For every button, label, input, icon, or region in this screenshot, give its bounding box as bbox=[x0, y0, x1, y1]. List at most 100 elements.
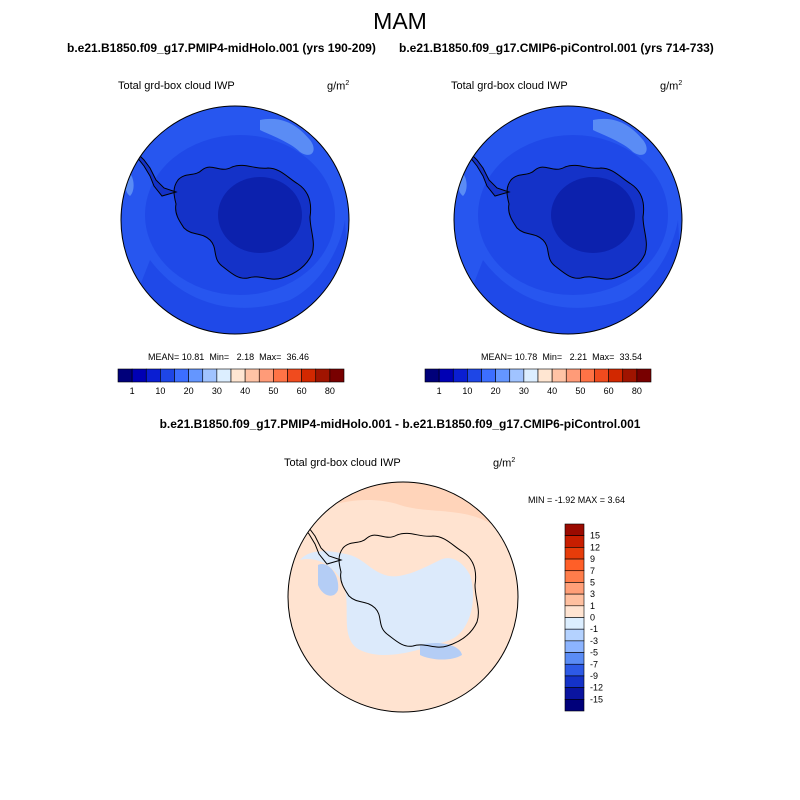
colorbar-label: -9 bbox=[590, 671, 598, 681]
colorbar-box bbox=[564, 640, 585, 653]
colorbar-box bbox=[174, 368, 189, 383]
left-map-light-patch bbox=[260, 118, 314, 155]
colorbar-box bbox=[509, 368, 525, 383]
colorbar-label: 30 bbox=[212, 386, 222, 396]
colorbar-box bbox=[438, 368, 454, 383]
colorbar-box bbox=[564, 652, 585, 665]
colorbar-label: -7 bbox=[590, 659, 598, 669]
left-map-interior bbox=[218, 177, 302, 253]
colorbar-label: -15 bbox=[590, 694, 603, 704]
colorbar-box bbox=[564, 617, 585, 630]
diff-map-border bbox=[287, 481, 519, 713]
right-map-border bbox=[453, 105, 683, 335]
colorbar-label: 1 bbox=[130, 386, 135, 396]
colorbar-box bbox=[551, 368, 567, 383]
colorbar-box bbox=[565, 368, 581, 383]
colorbar-box bbox=[117, 368, 133, 383]
colorbar-box bbox=[564, 675, 585, 688]
right-map-interior bbox=[551, 177, 635, 253]
diff-map-neg-strong bbox=[318, 564, 339, 596]
right-units-label: g/m2 bbox=[660, 80, 683, 93]
diff-map-neg-strong-2 bbox=[420, 643, 462, 660]
colorbar-box bbox=[564, 663, 585, 677]
right-map-outer-band bbox=[454, 220, 682, 334]
colorbar-label: 0 bbox=[590, 613, 595, 623]
colorbar-label: 3 bbox=[590, 589, 595, 599]
colorbar-box bbox=[258, 368, 274, 383]
colorbar-box bbox=[495, 368, 511, 383]
right-colorbar: 1 10 20 30 40 50 60 80 bbox=[424, 368, 652, 396]
right-map-light-patch bbox=[593, 118, 647, 155]
colorbar-label: 7 bbox=[590, 566, 595, 576]
colorbar-box bbox=[329, 368, 345, 383]
diff-map-neg-region bbox=[300, 551, 474, 656]
colorbar-box bbox=[622, 368, 638, 383]
season-title: MAM bbox=[373, 8, 427, 34]
colorbar-box bbox=[608, 368, 624, 383]
colorbar-box bbox=[202, 368, 218, 383]
colorbar-box bbox=[160, 368, 175, 383]
colorbar-label: 1 bbox=[590, 601, 595, 611]
colorbar-box bbox=[301, 368, 317, 383]
colorbar-box bbox=[424, 368, 440, 383]
colorbar-box bbox=[523, 368, 539, 383]
colorbar-box bbox=[564, 558, 585, 572]
colorbar-box bbox=[564, 699, 585, 712]
colorbar-box bbox=[564, 605, 585, 618]
colorbar-box bbox=[244, 368, 260, 383]
colorbar-label: 10 bbox=[155, 386, 165, 396]
right-polar-map bbox=[453, 105, 683, 335]
colorbar-label: 15 bbox=[590, 531, 600, 541]
colorbar-box bbox=[230, 368, 246, 383]
right-stats: MEAN= 10.78 Min= 2.21 Max= 33.54 bbox=[481, 352, 642, 362]
colorbar-label: 80 bbox=[325, 386, 335, 396]
colorbar-box bbox=[580, 368, 595, 383]
colorbar-label: -1 bbox=[590, 624, 598, 634]
left-stats: MEAN= 10.81 Min= 2.18 Max= 36.46 bbox=[148, 352, 309, 362]
left-polar-map bbox=[120, 105, 350, 335]
colorbar-box bbox=[131, 368, 147, 383]
colorbar-label: 12 bbox=[590, 542, 600, 552]
colorbar-box bbox=[564, 547, 585, 560]
diff-units-label: g/m2 bbox=[493, 457, 516, 470]
colorbar-box bbox=[537, 368, 553, 383]
colorbar-label: -3 bbox=[590, 636, 598, 646]
colorbar-box bbox=[564, 687, 585, 700]
colorbar-label: 5 bbox=[590, 577, 595, 587]
colorbar-box bbox=[594, 368, 609, 383]
right-panel-title: b.e21.B1850.f09_g17.CMIP6-piControl.001 … bbox=[399, 41, 714, 55]
difference-polar-map bbox=[287, 481, 519, 713]
colorbar-label: 20 bbox=[184, 386, 194, 396]
colorbar-box bbox=[564, 523, 585, 536]
colorbar-box bbox=[564, 582, 585, 595]
colorbar-label: -5 bbox=[590, 648, 598, 658]
diff-variable-label: Total grd-box cloud IWP bbox=[284, 457, 401, 469]
left-panel-title: b.e21.B1850.f09_g17.PMIP4-midHolo.001 (y… bbox=[67, 41, 376, 55]
colorbar-label: 9 bbox=[590, 554, 595, 564]
colorbar-label: 10 bbox=[462, 386, 472, 396]
colorbar-box bbox=[315, 368, 331, 383]
colorbar-box bbox=[145, 368, 161, 383]
colorbar-box bbox=[273, 368, 288, 383]
colorbar-label: 80 bbox=[632, 386, 642, 396]
colorbar-label: 40 bbox=[547, 386, 557, 396]
colorbar-box bbox=[636, 368, 652, 383]
colorbar-box bbox=[564, 593, 585, 607]
diff-minmax-label: MIN = -1.92 MAX = 3.64 bbox=[528, 495, 626, 505]
left-variable-label: Total grd-box cloud IWP bbox=[118, 80, 235, 92]
colorbar-box bbox=[452, 368, 468, 383]
colorbar-box bbox=[564, 535, 585, 548]
left-colorbar: 1 10 20 30 40 50 60 80 bbox=[117, 368, 345, 396]
right-variable-label: Total grd-box cloud IWP bbox=[451, 80, 568, 92]
colorbar-label: -12 bbox=[590, 683, 603, 693]
colorbar-box bbox=[216, 368, 232, 383]
colorbar-box bbox=[287, 368, 302, 383]
colorbar-box bbox=[467, 368, 482, 383]
colorbar-box bbox=[564, 628, 585, 642]
colorbar-label: 50 bbox=[268, 386, 278, 396]
colorbar-label: 40 bbox=[240, 386, 250, 396]
colorbar-box bbox=[564, 570, 585, 583]
left-map-outer-band bbox=[121, 220, 349, 334]
colorbar-box bbox=[188, 368, 204, 383]
